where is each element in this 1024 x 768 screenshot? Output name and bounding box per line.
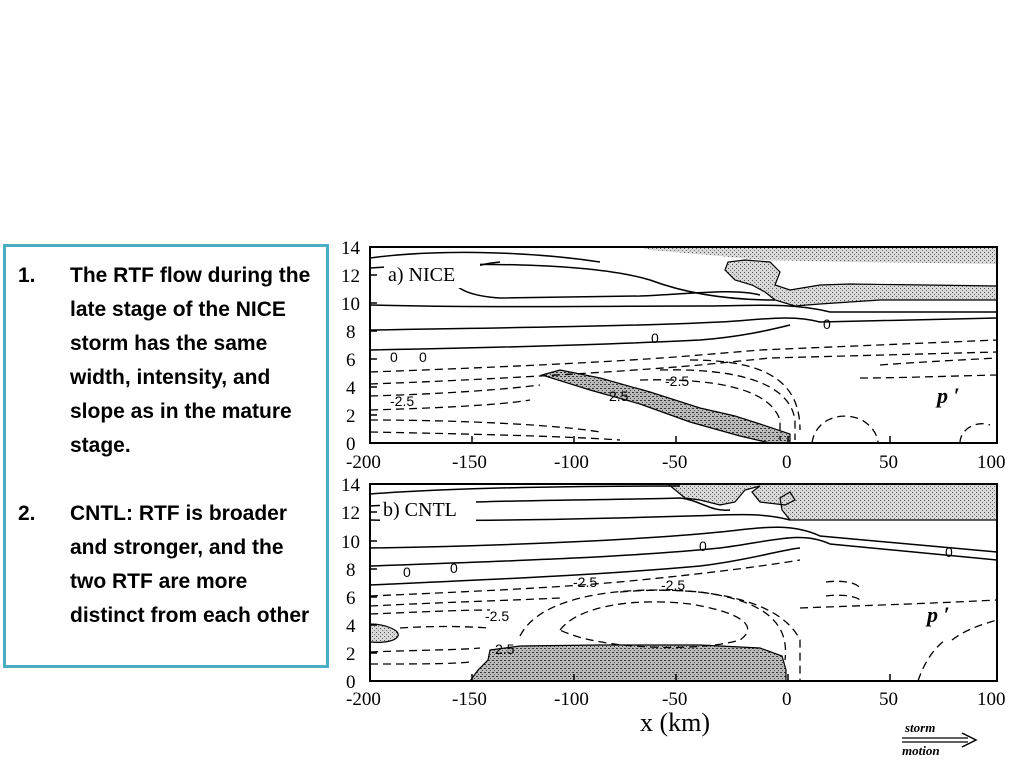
panel-a: 0 0 0 0 -2.5 -2.5 2.5 a) NICE p ′ 0 2 4 … <box>341 238 1006 473</box>
panel-b-contour-label: 0 <box>945 544 953 560</box>
panel-b-x-tick-label: 100 <box>977 689 1006 710</box>
panel-a-frame <box>369 246 998 444</box>
panel-a-x-tick-label: -200 <box>346 452 381 473</box>
panel-b-y-tick-label: 12 <box>341 503 360 524</box>
panel-a-y-tick-label: 0 <box>346 434 356 455</box>
panel-b-dashed-contours <box>369 559 998 682</box>
panel-a-contour-label: 0 <box>419 349 427 365</box>
panel-b: 0 0 0 0 -2.5 -2.5 -2.5 2.5 b) CNTL p ′ 0… <box>341 475 1006 710</box>
panel-b-ticks <box>369 511 891 681</box>
panel-a-ticks <box>369 274 891 443</box>
panel-b-contour-label: -2.5 <box>573 574 597 590</box>
panel-b-y-tick-label: 14 <box>341 475 361 496</box>
notes-box: 1. The RTF flow during the late stage of… <box>3 244 329 668</box>
panel-b-contour-label: 0 <box>403 564 411 580</box>
panel-a-x-tick-label: 50 <box>879 452 898 473</box>
note-text-1: The RTF flow during the late stage of th… <box>70 264 311 457</box>
panel-b-y-tick-label: 10 <box>341 532 360 553</box>
panel-b-shaded-left <box>369 623 399 643</box>
note-number-2: 2. <box>18 502 36 525</box>
panel-a-contour-label: 2.5 <box>609 388 629 404</box>
panel-b-contour-label: 2.5 <box>495 641 515 657</box>
panel-b-x-tick-label: -50 <box>662 689 687 710</box>
panel-b-frame <box>369 483 998 682</box>
notes-list: 1. The RTF flow during the late stage of… <box>18 259 323 633</box>
panel-b-contour-label: 0 <box>450 560 458 576</box>
panel-a-x-tick-label: -100 <box>554 452 589 473</box>
panel-a-y-tick-label: 6 <box>346 350 356 371</box>
panel-a-shaded-upper <box>480 246 998 307</box>
panel-b-variable-label: p ′ <box>925 602 950 627</box>
panel-b-y-tick-label: 0 <box>346 672 356 693</box>
panel-a-title: a) NICE <box>388 264 455 286</box>
panel-a-x-tick-label: 0 <box>782 452 792 473</box>
panel-b-contour-label: -2.5 <box>661 577 685 593</box>
panel-a-shaded-upper-top <box>640 247 997 264</box>
storm-motion-arrow: storm motion <box>902 720 978 758</box>
panel-a-contour-label: 0 <box>651 330 659 346</box>
panel-a-contour-label: -2.5 <box>665 373 689 389</box>
panel-a-x-tick-label: 100 <box>977 452 1006 473</box>
panel-a-contour-label: -2.5 <box>390 393 414 409</box>
note-item-2: 2. CNTL: RTF is broader and stronger, an… <box>18 497 323 633</box>
panel-b-shaded-rtf <box>468 644 787 682</box>
panel-b-contour-label: -2.5 <box>485 608 509 624</box>
note-item-1: 1. The RTF flow during the late stage of… <box>18 259 323 463</box>
panel-b-title-bg <box>380 496 476 522</box>
panel-b-contour-label: 0 <box>699 538 707 554</box>
panel-a-variable-label: p ′ <box>935 383 960 408</box>
panel-b-y-tick-label: 4 <box>346 616 356 637</box>
panel-a-y-tick-label: 12 <box>341 266 360 287</box>
panel-a-x-tick-label: -150 <box>452 452 487 473</box>
x-axis-label: x (km) <box>640 708 710 737</box>
panel-a-title-bg <box>384 260 480 288</box>
note-text-2: CNTL: RTF is broader and stronger, and t… <box>70 502 310 627</box>
panel-a-y-tick-label: 8 <box>346 322 356 343</box>
panel-a-contour-label: 0 <box>390 349 398 365</box>
panel-b-x-tick-label: -100 <box>554 689 589 710</box>
panel-a-y-tick-label: 4 <box>346 378 356 399</box>
panel-b-y-tick-label: 8 <box>346 560 356 581</box>
panel-a-shaded-rtf <box>539 369 791 444</box>
panel-b-x-tick-label: -200 <box>346 689 381 710</box>
storm-motion-label-bottom: motion <box>902 743 940 758</box>
panel-b-y-tick-label: 2 <box>346 644 356 665</box>
panel-b-x-tick-label: -150 <box>452 689 487 710</box>
panel-b-y-tick-label: 6 <box>346 588 356 609</box>
panel-b-x-tick-label: 0 <box>782 689 792 710</box>
panel-a-y-tick-label: 10 <box>341 294 360 315</box>
note-number-1: 1. <box>18 264 36 287</box>
storm-motion-label-top: storm <box>904 720 935 735</box>
panel-a-y-tick-label: 14 <box>341 238 361 259</box>
panel-b-shaded-upper <box>666 483 998 521</box>
panel-a-y-tick-label: 2 <box>346 406 356 427</box>
panel-a-contour-label: 0 <box>823 316 831 332</box>
panel-b-title: b) CNTL <box>383 499 457 521</box>
panel-b-x-tick-label: 50 <box>879 689 898 710</box>
panel-a-dashed-contours <box>369 339 998 444</box>
panel-a-x-tick-label: -50 <box>662 452 687 473</box>
